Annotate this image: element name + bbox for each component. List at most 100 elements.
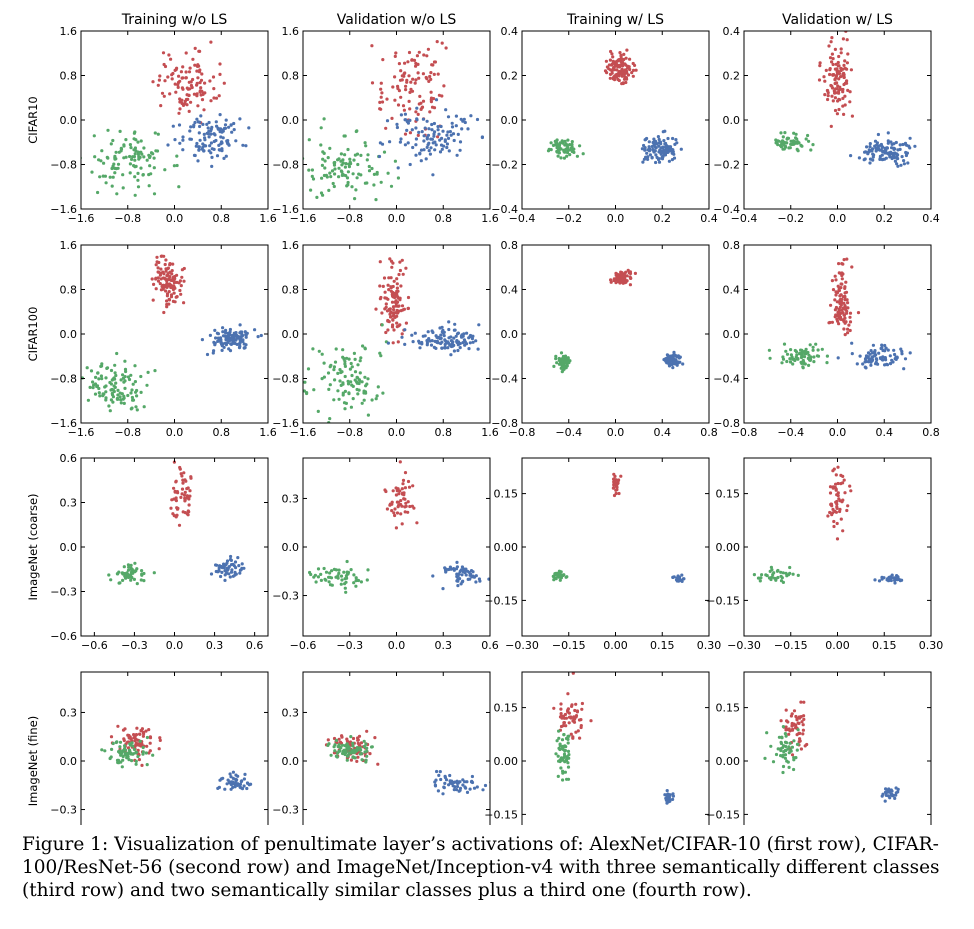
data-point bbox=[171, 512, 175, 516]
y-tick-label: 0.0 bbox=[282, 541, 300, 554]
data-point bbox=[120, 765, 124, 769]
data-point bbox=[475, 117, 480, 122]
data-point bbox=[829, 40, 833, 44]
data-point bbox=[180, 492, 184, 496]
data-point bbox=[444, 108, 448, 112]
data-point bbox=[316, 575, 320, 579]
data-point bbox=[386, 328, 390, 332]
data-point bbox=[830, 52, 835, 56]
data-point bbox=[104, 390, 108, 394]
data-point bbox=[404, 118, 408, 122]
data-point bbox=[156, 276, 160, 280]
data-point bbox=[164, 283, 168, 287]
data-points bbox=[767, 257, 912, 371]
data-point bbox=[785, 759, 789, 763]
y-tick-label: 0.15 bbox=[494, 702, 519, 715]
x-tick-label: 0.30 bbox=[919, 639, 944, 652]
data-point bbox=[212, 87, 216, 91]
data-point bbox=[833, 108, 838, 113]
data-point bbox=[146, 370, 150, 374]
data-point bbox=[410, 89, 415, 93]
data-point bbox=[208, 144, 212, 148]
data-point bbox=[781, 725, 786, 729]
data-point bbox=[776, 747, 780, 751]
data-point bbox=[833, 91, 837, 95]
data-point bbox=[842, 112, 846, 116]
data-point bbox=[776, 575, 780, 580]
data-point bbox=[97, 391, 101, 395]
data-point bbox=[564, 142, 568, 146]
column-title: Validation w/ LS bbox=[782, 12, 893, 28]
data-point bbox=[91, 386, 95, 390]
data-point bbox=[139, 139, 143, 143]
data-point bbox=[797, 721, 801, 726]
data-point bbox=[446, 346, 450, 350]
data-point bbox=[123, 746, 127, 751]
data-point bbox=[620, 74, 624, 78]
data-point bbox=[162, 94, 166, 98]
data-point bbox=[360, 380, 364, 384]
data-point bbox=[182, 301, 186, 305]
data-point bbox=[849, 68, 854, 72]
data-point bbox=[560, 738, 565, 742]
data-point bbox=[139, 729, 143, 733]
data-point bbox=[570, 142, 574, 147]
data-point bbox=[334, 738, 338, 743]
data-point bbox=[434, 98, 439, 102]
data-point bbox=[234, 566, 238, 570]
data-point bbox=[165, 292, 170, 296]
data-point bbox=[843, 286, 847, 290]
data-point bbox=[451, 132, 456, 136]
data-point bbox=[608, 58, 613, 62]
data-point bbox=[464, 786, 468, 790]
y-tick-label: 1.6 bbox=[282, 239, 300, 252]
data-point bbox=[849, 489, 853, 493]
data-point bbox=[165, 305, 169, 309]
data-point bbox=[624, 63, 628, 67]
data-point bbox=[249, 782, 253, 786]
data-point bbox=[406, 306, 410, 311]
data-point bbox=[256, 335, 260, 339]
data-point bbox=[142, 155, 146, 159]
data-point bbox=[850, 341, 854, 345]
data-point bbox=[167, 298, 172, 302]
data-point bbox=[357, 381, 361, 386]
data-point bbox=[557, 729, 561, 733]
scatter-panel: −0.6−0.30.00.30.6−0.30.00.3 bbox=[272, 671, 491, 825]
data-point bbox=[806, 350, 810, 355]
data-point bbox=[801, 728, 806, 732]
data-point bbox=[322, 117, 326, 121]
data-point bbox=[135, 582, 139, 586]
data-point bbox=[437, 132, 441, 136]
data-point bbox=[104, 181, 108, 185]
data-point bbox=[171, 262, 175, 266]
data-point bbox=[562, 733, 566, 737]
data-point bbox=[612, 472, 616, 476]
data-point bbox=[408, 162, 412, 167]
y-tick-label: −0.4 bbox=[491, 373, 518, 386]
data-point bbox=[118, 129, 122, 133]
data-point bbox=[139, 578, 143, 582]
data-point bbox=[426, 47, 430, 51]
data-point bbox=[345, 758, 349, 762]
data-point bbox=[226, 139, 230, 143]
data-point bbox=[131, 382, 135, 386]
data-point bbox=[829, 124, 833, 128]
x-tick-label: −0.6 bbox=[290, 639, 317, 652]
data-point bbox=[647, 140, 651, 144]
data-point bbox=[379, 354, 383, 358]
data-point bbox=[836, 319, 840, 323]
data-point bbox=[323, 166, 327, 170]
data-point bbox=[214, 569, 218, 574]
data-point bbox=[366, 568, 370, 572]
data-point bbox=[118, 395, 122, 399]
data-point bbox=[432, 121, 436, 126]
data-point bbox=[115, 192, 119, 196]
x-tick-label: 0.4 bbox=[876, 426, 894, 439]
data-point bbox=[483, 783, 488, 788]
data-point bbox=[139, 374, 143, 379]
data-point bbox=[620, 82, 624, 86]
data-point bbox=[784, 725, 788, 729]
data-point bbox=[354, 584, 358, 588]
data-point bbox=[460, 565, 464, 569]
